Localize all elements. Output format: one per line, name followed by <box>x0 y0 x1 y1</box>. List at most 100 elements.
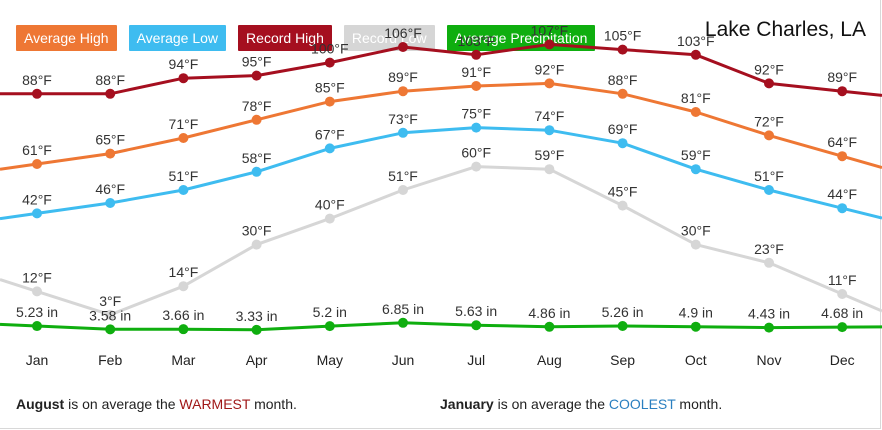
average-low-point[interactable] <box>398 127 408 138</box>
average-low-point[interactable] <box>690 164 701 175</box>
average-high-point[interactable] <box>544 78 555 89</box>
average-precipitation-point[interactable] <box>251 324 262 335</box>
record-high-point[interactable] <box>690 49 701 60</box>
record-high-point[interactable] <box>398 42 408 52</box>
record-low-point[interactable] <box>398 185 408 195</box>
average-precipitation-point[interactable] <box>32 321 42 332</box>
month-tick-label: Aug <box>537 352 562 368</box>
legend: Average High Average Low Record High Rec… <box>16 25 596 51</box>
record-high-point[interactable] <box>837 86 848 97</box>
record-low-point[interactable] <box>471 161 482 172</box>
average-low-point[interactable] <box>617 138 628 149</box>
average-low-data-label: 51°F <box>754 168 784 184</box>
average-high-point[interactable] <box>105 148 116 159</box>
record-low-point[interactable] <box>764 257 774 268</box>
average-high-point[interactable] <box>471 81 482 91</box>
record-low-point[interactable] <box>324 213 335 224</box>
record-high-point[interactable] <box>617 44 628 55</box>
average-low-data-label: 42°F <box>22 191 52 207</box>
average-precipitation-point[interactable] <box>471 320 482 331</box>
record-high-point[interactable] <box>764 78 774 89</box>
record-high-point[interactable] <box>105 88 116 99</box>
coolest-text-post: month. <box>675 396 723 412</box>
average-high-point[interactable] <box>837 151 848 162</box>
record-high-data-label: 107°F <box>531 22 569 38</box>
average-precipitation-point[interactable] <box>764 322 774 333</box>
average-precipitation-point[interactable] <box>617 320 628 331</box>
average-precipitation-point[interactable] <box>178 324 189 335</box>
record-high-point[interactable] <box>251 70 262 81</box>
average-high-point[interactable] <box>617 88 628 99</box>
legend-average-precipitation-button[interactable]: Average Precipitation <box>446 25 596 51</box>
average-low-point[interactable] <box>32 208 42 219</box>
legend-record-low-button[interactable]: Record Low <box>343 25 435 51</box>
average-precipitation-point[interactable] <box>324 321 335 332</box>
record-low-point[interactable] <box>617 200 628 211</box>
record-low-point[interactable] <box>690 239 701 250</box>
record-low-line <box>0 165 882 317</box>
average-high-point[interactable] <box>764 130 774 141</box>
legend-average-low-button[interactable]: Average Low <box>128 25 227 51</box>
average-high-point[interactable] <box>398 86 408 97</box>
month-tick-label: Dec <box>830 352 855 368</box>
average-high-point[interactable] <box>32 159 42 169</box>
chart-title: Lake Charles, LA <box>704 18 866 41</box>
average-low-point[interactable] <box>471 122 482 133</box>
average-precipitation-point[interactable] <box>398 317 408 328</box>
average-precipitation-point[interactable] <box>544 321 555 332</box>
average-high-data-label: 91°F <box>461 64 491 80</box>
record-low-point[interactable] <box>105 309 116 320</box>
coolest-month-name: January <box>440 396 494 412</box>
average-low-point[interactable] <box>105 198 116 208</box>
average-high-point[interactable] <box>178 133 189 143</box>
average-low-data-label: 74°F <box>535 108 565 124</box>
record-low-point[interactable] <box>32 286 42 297</box>
record-low-point[interactable] <box>251 239 262 250</box>
average-high-data-label: 71°F <box>169 116 199 132</box>
record-high-data-label: 100°F <box>311 41 349 57</box>
average-low-point[interactable] <box>178 185 189 195</box>
record-low-point[interactable] <box>544 164 555 175</box>
record-high-point[interactable] <box>32 88 42 99</box>
record-high-data-label: 103°F <box>677 33 715 49</box>
record-high-data-label: 89°F <box>827 69 857 85</box>
average-low-point[interactable] <box>764 185 774 195</box>
average-high-point[interactable] <box>324 96 335 107</box>
average-low-point[interactable] <box>544 125 555 136</box>
average-low-data-label: 59°F <box>681 147 711 163</box>
average-high-data-label: 78°F <box>242 98 272 114</box>
average-low-point[interactable] <box>837 203 848 214</box>
record-high-point[interactable] <box>471 49 482 60</box>
record-high-data-label: 92°F <box>754 61 784 77</box>
coolest-word: COOLEST <box>608 396 676 412</box>
legend-average-high-button[interactable]: Average High <box>16 25 117 51</box>
average-high-data-label: 65°F <box>95 132 125 148</box>
month-tick-label: Apr <box>246 352 268 368</box>
average-precipitation-data-label: 5.63 in <box>455 303 497 319</box>
record-low-point[interactable] <box>178 281 189 292</box>
average-high-data-label: 85°F <box>315 80 345 96</box>
record-high-data-label: 88°F <box>22 72 52 88</box>
average-high-point[interactable] <box>690 107 701 117</box>
average-low-point[interactable] <box>324 143 335 154</box>
average-high-data-label: 92°F <box>535 61 565 77</box>
average-high-data-label: 89°F <box>388 69 418 85</box>
average-precipitation-line <box>0 321 882 332</box>
average-precipitation-point[interactable] <box>105 324 116 335</box>
month-tick-label: May <box>317 352 343 368</box>
record-high-point[interactable] <box>544 39 555 50</box>
coolest-text-pre: is on average the <box>493 396 609 412</box>
average-high-point[interactable] <box>251 114 262 125</box>
record-low-point[interactable] <box>837 289 848 299</box>
average-high-data-label: 64°F <box>827 134 857 150</box>
average-low-point[interactable] <box>251 166 262 177</box>
average-precipitation-point[interactable] <box>837 322 848 333</box>
legend-record-high-button[interactable]: Record High <box>238 25 332 51</box>
record-low-data-label: 60°F <box>461 145 491 161</box>
average-precipitation-point[interactable] <box>690 321 701 332</box>
record-high-point[interactable] <box>324 57 335 68</box>
record-high-point[interactable] <box>178 73 189 84</box>
average-precipitation-data-label: 4.43 in <box>748 306 790 322</box>
warmest-word: WARMEST <box>179 396 251 412</box>
